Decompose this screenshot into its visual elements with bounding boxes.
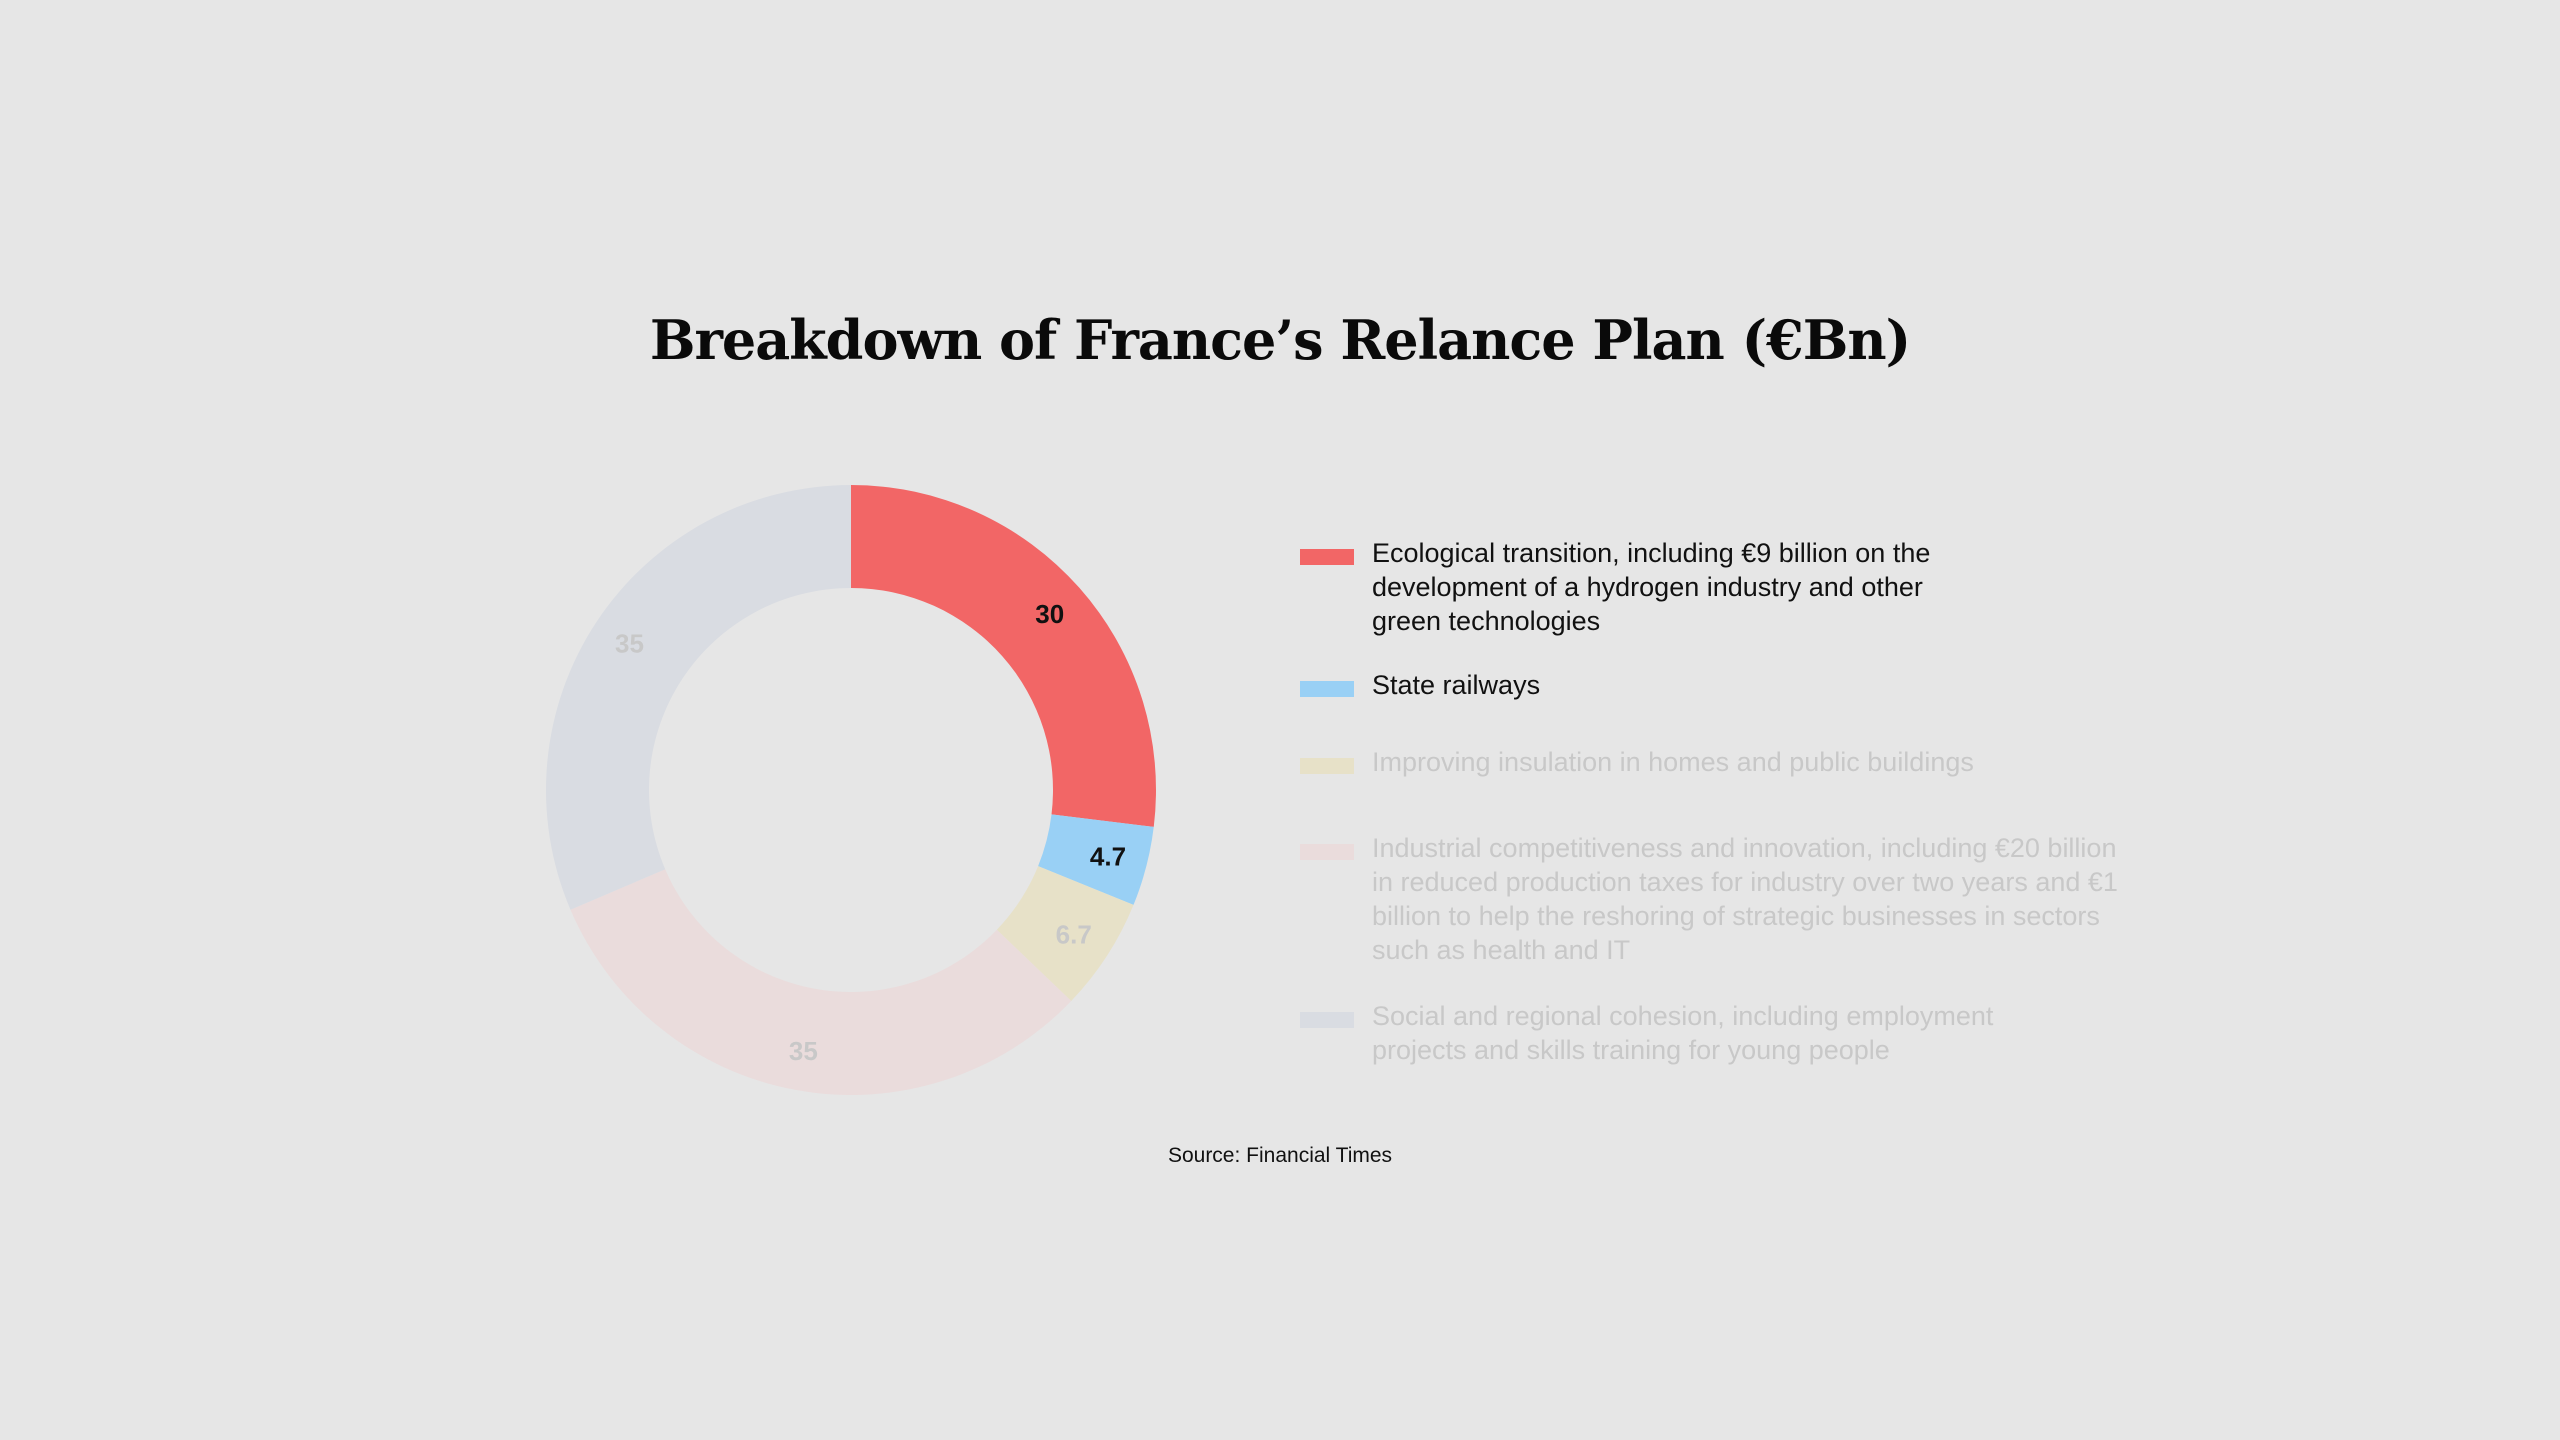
legend-swatch-2 bbox=[1300, 681, 1354, 697]
donut-slice-4 bbox=[570, 869, 1072, 1096]
donut-slice-1 bbox=[851, 485, 1157, 827]
legend-label-3: Improving insulation in homes and public… bbox=[1372, 747, 1974, 777]
donut-slice-5 bbox=[545, 485, 851, 910]
donut-slice-3 bbox=[996, 866, 1134, 1002]
chart-title: Breakdown of France’s Relance Plan (€Bn) bbox=[649, 308, 1911, 372]
legend-swatch-4 bbox=[1300, 844, 1354, 860]
slice-value-label-5: 35 bbox=[615, 629, 644, 659]
legend-label-1: Ecological transition, including €9 bill… bbox=[1372, 538, 1931, 636]
donut-slices bbox=[545, 485, 1157, 1096]
legend-swatch-3 bbox=[1300, 758, 1354, 774]
source-note: Source: Financial Times bbox=[1167, 1144, 1393, 1167]
donut-slice-2 bbox=[1038, 814, 1154, 905]
legend-label-5: Social and regional cohesion, including … bbox=[1372, 1001, 1994, 1065]
legend-label-2: State railways bbox=[1372, 670, 1541, 700]
legend-label-4: Industrial competitiveness and innovatio… bbox=[1372, 833, 2118, 965]
slice-value-label-3: 6.7 bbox=[1056, 919, 1092, 949]
slice-value-label-1: 30 bbox=[1035, 599, 1064, 629]
slice-value-label-2: 4.7 bbox=[1090, 842, 1126, 872]
slice-value-label-4: 35 bbox=[789, 1036, 818, 1066]
legend-swatch-1 bbox=[1300, 549, 1354, 565]
legend-swatch-5 bbox=[1300, 1012, 1354, 1028]
donut-value-labels: 30 4.7 6.7 35 35 bbox=[615, 599, 1126, 1066]
